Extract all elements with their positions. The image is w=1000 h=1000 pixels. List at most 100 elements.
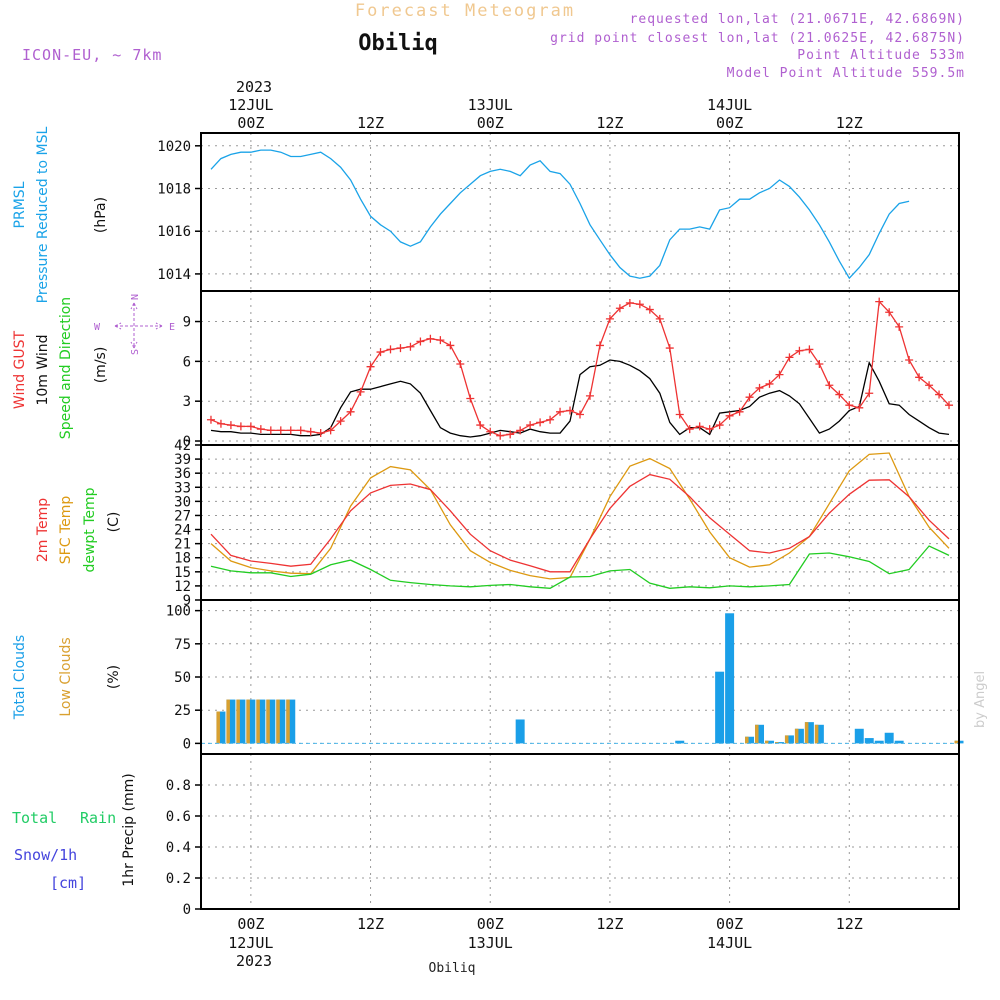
- low-cloud-bar: [216, 711, 220, 744]
- total-cloud-bar: [226, 699, 236, 744]
- top-hour-label: 00Z: [237, 114, 264, 132]
- wind-gust-marker: [765, 379, 774, 388]
- wind-ytick-label: 6: [183, 354, 191, 370]
- bottom-date-labels: 12JUL 13JUL 14JUL: [228, 934, 752, 952]
- total-cloud-bar: [864, 738, 874, 744]
- wind-gust-marker: [546, 415, 555, 424]
- wind-gust-marker: [296, 426, 305, 435]
- top-time-axis: 2023 12JUL 13JUL 14JUL 00Z 12Z 00Z 12Z 00Z 12Z: [228, 78, 863, 132]
- wind-speed-line: [210, 359, 950, 438]
- cloud-label-2: Low Clouds: [58, 637, 74, 716]
- wind-gust-marker: [436, 336, 445, 345]
- wind-gust-marker: [406, 342, 415, 351]
- low-cloud-bar: [286, 699, 290, 744]
- bottom-year-label: 2023: [236, 952, 272, 970]
- temp-ytick-label: 39: [174, 452, 191, 468]
- wind-frame: [200, 290, 960, 446]
- pressure-labels: PRMSL Pressure Reduced to MSL (hPa): [12, 126, 109, 303]
- wind-gust-marker: [715, 421, 724, 430]
- pressure-line: [210, 149, 910, 280]
- total-cloud-bar: [894, 740, 904, 744]
- wind-gust-marker: [386, 345, 395, 354]
- bottom-hour-label: 00Z: [716, 915, 743, 933]
- wind-gust-marker: [835, 390, 844, 399]
- temp-label-1: 2m Temp: [35, 498, 51, 562]
- cloud-panel: 0 25 50 75 100: [166, 599, 964, 755]
- bottom-time-axis: 00Z 12Z 00Z 12Z 00Z 12Z 12JUL 13JUL 14JUL 2023: [228, 915, 863, 970]
- total-cloud-bar: [725, 613, 735, 744]
- low-cloud-bar: [266, 699, 270, 744]
- bottom-hour-label: 00Z: [237, 915, 264, 933]
- wind-gust-marker: [805, 345, 814, 354]
- top-date-label: 12JUL: [228, 96, 273, 114]
- precip-label-snow: Snow/1h: [14, 846, 77, 864]
- top-hour-label: 00Z: [716, 114, 743, 132]
- compass-cross: [114, 302, 163, 349]
- wind-gust-marker: [506, 430, 515, 439]
- wind-gust-marker: [516, 426, 525, 435]
- wind-gust-marker: [206, 415, 215, 424]
- bottom-hour-label: 12Z: [836, 915, 863, 933]
- top-year-label: 2023: [236, 78, 272, 96]
- wind-gust-marker: [396, 344, 405, 353]
- wind-gust-marker: [276, 426, 285, 435]
- wind-gust-marker: [695, 422, 704, 431]
- precip-label-rain: Rain: [80, 809, 116, 827]
- low-cloud-bar: [755, 724, 759, 744]
- wind-gust-marker: [336, 417, 345, 426]
- top-date-label: 14JUL: [707, 96, 752, 114]
- pressure-label-1: PRMSL: [12, 181, 28, 228]
- total-cloud-bar: [246, 699, 256, 744]
- precip-ytick-label: 0.6: [166, 809, 191, 825]
- cloud-label-1: Total Clouds: [12, 635, 28, 720]
- precip-ytick-label: 0.2: [166, 871, 191, 887]
- cloud-ytick-label: 75: [174, 637, 191, 653]
- wind-unit: (m/s): [93, 347, 109, 384]
- wind-gust-marker: [865, 389, 874, 398]
- low-cloud-bar: [246, 699, 250, 744]
- wind-gust-marker: [316, 429, 325, 438]
- wind-gust-marker: [655, 314, 664, 323]
- total-cloud-bar: [784, 735, 794, 744]
- total-cloud-bar: [884, 732, 894, 744]
- top-hour-label: 00Z: [477, 114, 504, 132]
- top-hour-label: 12Z: [357, 114, 384, 132]
- temp-ytick-label: 15: [174, 565, 191, 581]
- wind-gust-marker: [556, 407, 565, 416]
- wind-gust-marker: [266, 426, 275, 435]
- temp-ytick-label: 36: [174, 466, 191, 482]
- temp-ytick-label: 9: [183, 593, 191, 609]
- compass-e: E: [169, 322, 175, 333]
- precip-ytick-label: 0: [183, 902, 191, 918]
- cloud-unit: (%): [106, 665, 122, 689]
- total-cloud-bar: [765, 740, 774, 744]
- wind-gust-marker: [456, 360, 465, 369]
- wind-gust-marker: [226, 421, 235, 430]
- wind-gust-marker: [675, 410, 684, 419]
- top-hour-label: 12Z: [836, 114, 863, 132]
- low-cloud-bar: [236, 699, 240, 744]
- pressure-ytick-label: 1020: [157, 139, 191, 155]
- temp-2m-line: [210, 473, 950, 573]
- low-cloud-bar: [954, 740, 959, 744]
- wind-gust-marker: [705, 425, 714, 434]
- total-cloud-bar: [745, 736, 755, 744]
- wind-gust-marker: [755, 383, 764, 392]
- precip-ytick-label: 0.4: [166, 840, 191, 856]
- total-cloud-bar: [276, 699, 286, 744]
- total-cloud-bar: [256, 699, 266, 744]
- pressure-panel: 1014 1016 1018 1020: [157, 132, 960, 292]
- wind-gust-marker: [605, 314, 614, 323]
- wind-gust-marker: [536, 418, 545, 427]
- total-cloud-bar: [266, 699, 276, 744]
- total-cloud-bar: [286, 699, 296, 744]
- pressure-ytick-label: 1016: [157, 224, 191, 240]
- low-cloud-bar: [794, 728, 799, 744]
- top-hour-label: 12Z: [596, 114, 623, 132]
- low-cloud-bar: [804, 722, 809, 744]
- low-cloud-bar: [784, 735, 789, 744]
- wind-label-3: Speed and Direction: [58, 297, 74, 439]
- wind-gust-marker: [526, 421, 535, 430]
- total-cloud-bar: [216, 711, 226, 744]
